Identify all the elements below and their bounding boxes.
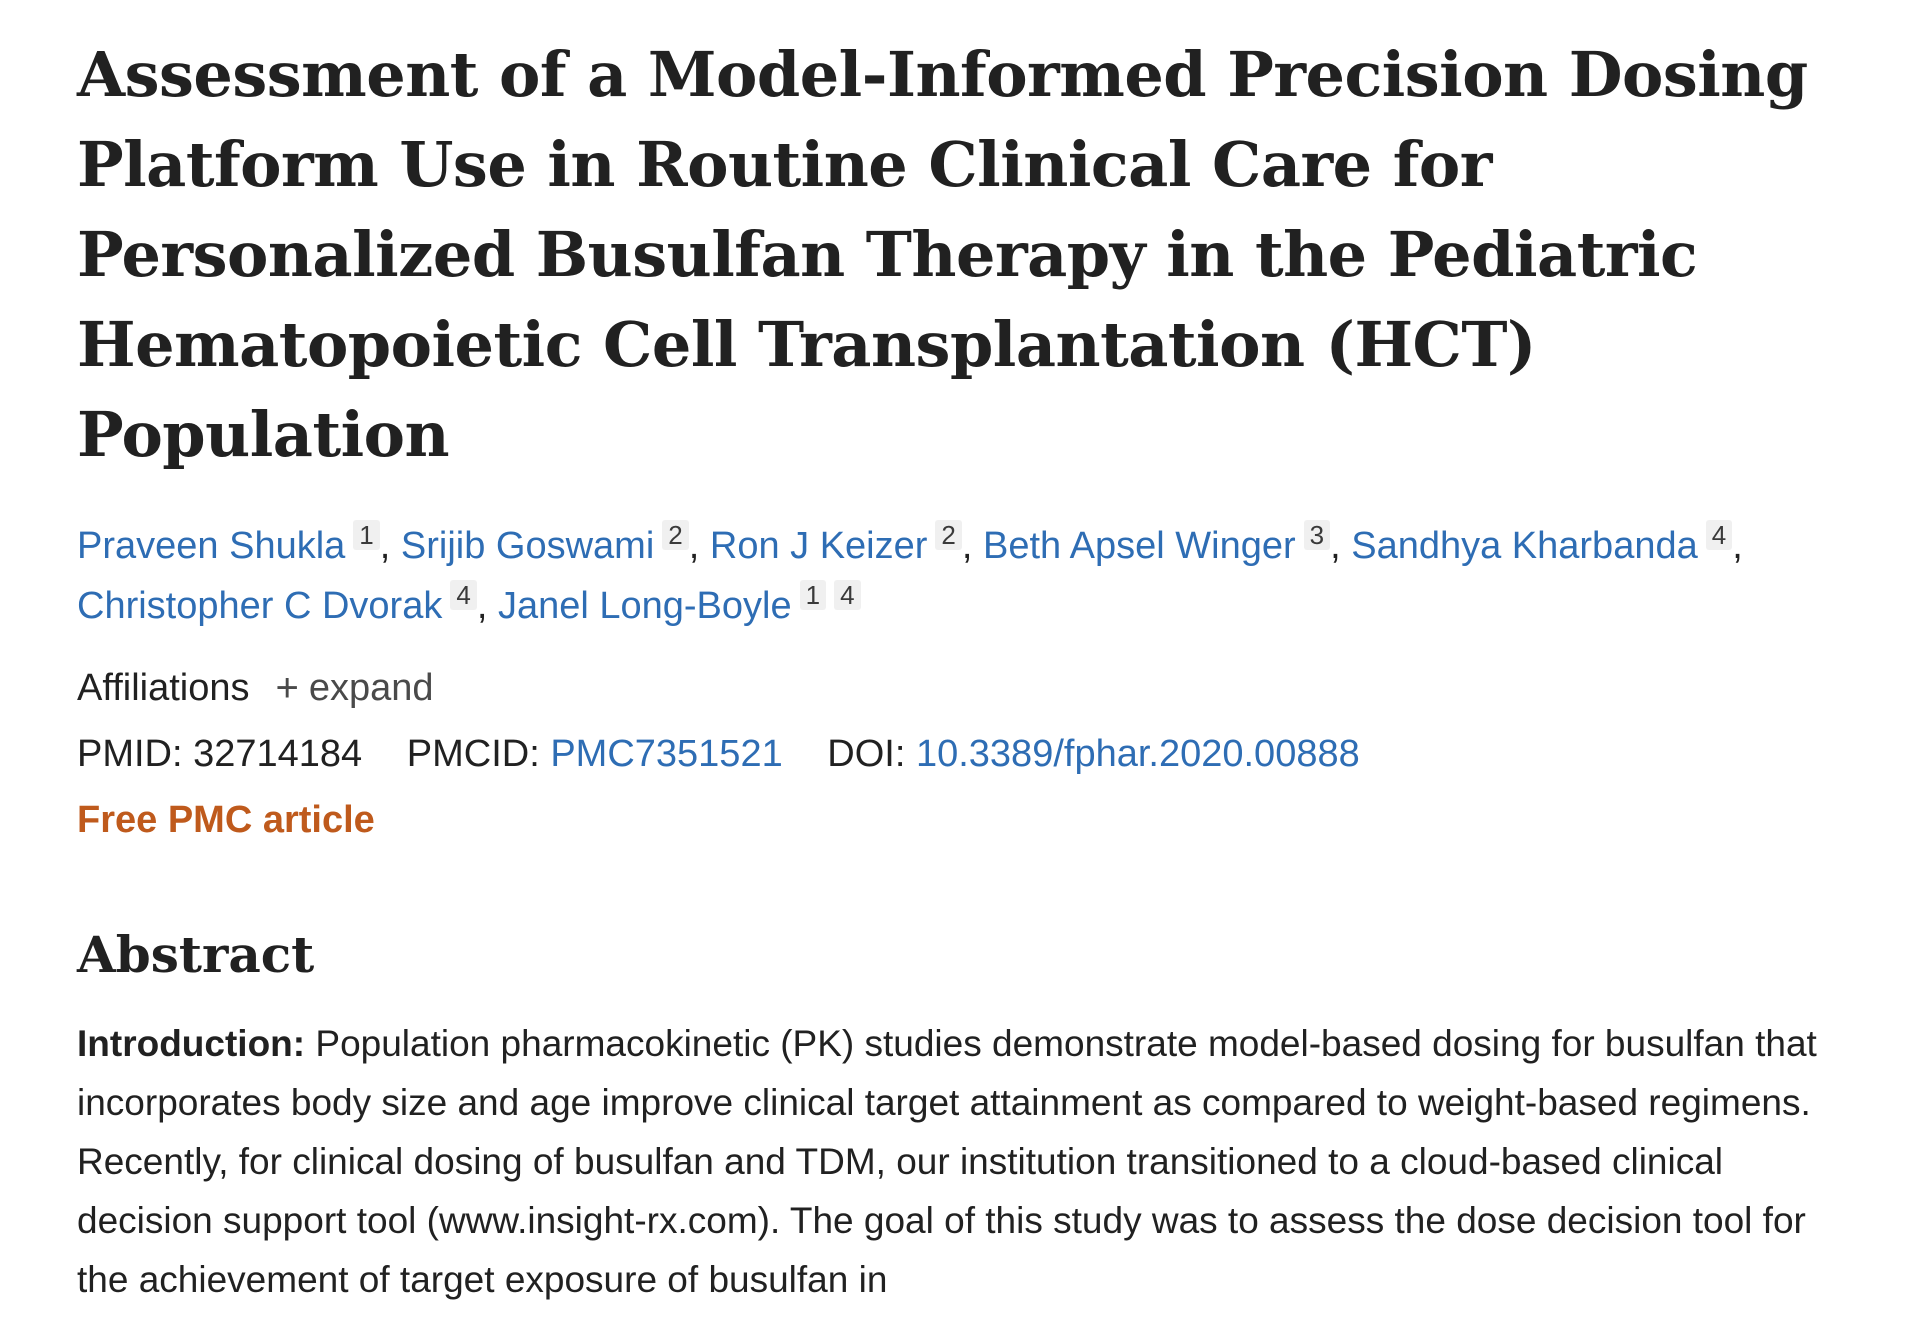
author-link[interactable]: Srijib Goswami (400, 525, 655, 567)
affiliation-number[interactable]: 4 (450, 580, 477, 610)
affiliation-number[interactable]: 3 (1303, 520, 1331, 550)
article-title: Assessment of a Model-Informed Precision… (77, 38, 1808, 471)
pmcid-link[interactable]: PMC7351521 (550, 733, 783, 775)
pmid-value: 32714184 (193, 733, 363, 775)
affiliations-label: Affiliations (77, 667, 250, 709)
pmcid: PMCID: PMC7351521 (407, 733, 794, 775)
affiliation-number[interactable]: 1 (799, 580, 827, 610)
author-separator: , (961, 525, 984, 567)
author-link[interactable]: Praveen Shukla (77, 525, 346, 567)
author-link[interactable]: Ron J Keizer (709, 525, 928, 567)
doi-label: DOI: (827, 733, 906, 775)
affiliation-number[interactable]: 2 (935, 520, 962, 550)
author-separator: , (476, 585, 498, 627)
expand-label: expand (308, 667, 434, 709)
affiliation-number[interactable]: 2 (662, 520, 689, 550)
affiliations-expand-button[interactable]: + expand (276, 660, 434, 716)
author-separator: , (379, 525, 401, 567)
pmid: PMID: 32714184 (77, 733, 373, 775)
author-list: Praveen Shukla 1, Srijib Goswami 2, Ron J … (77, 516, 1847, 636)
affiliations-row: Affiliations + expand (77, 660, 1847, 716)
introduction-text: Population pharmacokinetic (PK) studies … (77, 1023, 1817, 1300)
author-link[interactable]: Sandhya Kharbanda (1351, 525, 1698, 567)
pmcid-label: PMCID: (406, 733, 540, 775)
abstract-introduction: Introduction: Population pharmacokinetic… (77, 1014, 1837, 1309)
affiliation-number[interactable]: 1 (353, 520, 380, 550)
author-link[interactable]: Christopher C Dvorak (77, 585, 443, 627)
pmid-label: PMID: (77, 733, 183, 775)
author-separator: , (1330, 525, 1352, 567)
introduction-label: Introduction: (77, 1023, 306, 1064)
free-pmc-article-link[interactable]: Free PMC article (77, 799, 375, 841)
affiliation-number[interactable]: 4 (1705, 520, 1733, 550)
affiliation-number[interactable]: 4 (834, 580, 861, 610)
author-link[interactable]: Janel Long-Boyle (497, 585, 792, 627)
author-separator: , (1732, 525, 1743, 567)
author-link[interactable]: Beth Apsel Winger (983, 525, 1296, 567)
abstract-heading: Abstract (77, 925, 315, 984)
doi-link[interactable]: 10.3389/fphar.2020.00888 (915, 733, 1360, 775)
author-separator: , (688, 525, 710, 567)
doi: DOI: 10.3389/fphar.2020.00888 (827, 733, 1359, 775)
article-page: Assessment of a Model-Informed Precision… (77, 0, 1847, 1309)
identifiers-row: PMID: 32714184 PMCID: PMC7351521 DOI: 10… (77, 724, 1847, 784)
plus-icon: + (275, 666, 299, 710)
